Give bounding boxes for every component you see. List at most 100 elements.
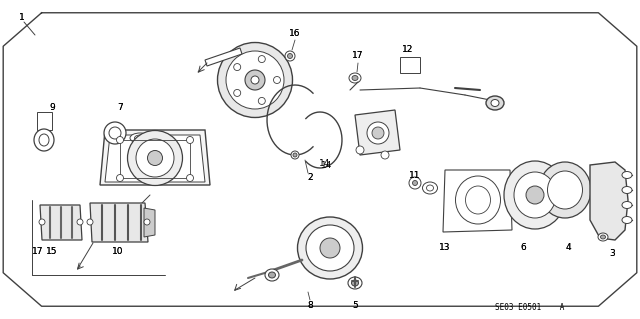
Ellipse shape: [147, 151, 163, 166]
Ellipse shape: [598, 233, 608, 241]
Text: 16: 16: [289, 28, 301, 38]
Ellipse shape: [186, 137, 193, 144]
Text: 7: 7: [117, 103, 123, 113]
Ellipse shape: [285, 51, 295, 61]
Ellipse shape: [234, 89, 241, 96]
Ellipse shape: [116, 137, 124, 144]
Ellipse shape: [39, 219, 45, 225]
Text: 15: 15: [46, 248, 58, 256]
Ellipse shape: [186, 174, 193, 182]
Text: 12: 12: [403, 46, 413, 55]
Text: 3: 3: [609, 249, 615, 257]
Polygon shape: [90, 203, 148, 242]
Ellipse shape: [352, 76, 358, 80]
Ellipse shape: [306, 225, 354, 271]
Ellipse shape: [622, 202, 632, 209]
Polygon shape: [443, 170, 512, 232]
Ellipse shape: [504, 161, 566, 229]
Text: 2: 2: [307, 174, 313, 182]
Ellipse shape: [486, 96, 504, 110]
Ellipse shape: [130, 133, 150, 143]
Text: 3: 3: [609, 249, 615, 257]
Ellipse shape: [298, 217, 362, 279]
Ellipse shape: [622, 172, 632, 179]
Polygon shape: [590, 162, 628, 240]
Text: 4: 4: [565, 243, 571, 253]
Text: 14: 14: [319, 159, 331, 167]
Ellipse shape: [600, 235, 605, 239]
Ellipse shape: [265, 269, 279, 281]
Polygon shape: [40, 205, 82, 240]
Text: 15: 15: [46, 248, 58, 256]
Text: 10: 10: [112, 248, 124, 256]
Text: 14: 14: [321, 160, 333, 169]
Ellipse shape: [514, 172, 556, 218]
Ellipse shape: [293, 153, 297, 157]
Text: 17: 17: [32, 248, 44, 256]
Text: 12: 12: [403, 46, 413, 55]
Ellipse shape: [104, 122, 126, 144]
Ellipse shape: [234, 63, 241, 70]
Ellipse shape: [259, 56, 266, 63]
Text: 5: 5: [352, 300, 358, 309]
Text: SE03 E0501    A: SE03 E0501 A: [495, 303, 564, 313]
Ellipse shape: [539, 162, 591, 218]
Text: 17: 17: [352, 50, 364, 60]
Ellipse shape: [116, 174, 124, 182]
Ellipse shape: [622, 187, 632, 194]
Text: 9: 9: [49, 103, 55, 113]
Text: 1: 1: [19, 13, 25, 23]
Text: 8: 8: [307, 300, 313, 309]
Text: 1: 1: [19, 13, 25, 23]
Ellipse shape: [367, 122, 389, 144]
Ellipse shape: [372, 127, 384, 139]
Ellipse shape: [251, 76, 259, 84]
Ellipse shape: [134, 135, 145, 141]
Ellipse shape: [349, 73, 361, 83]
Polygon shape: [105, 135, 205, 182]
Ellipse shape: [259, 97, 266, 104]
Ellipse shape: [273, 77, 280, 84]
Ellipse shape: [426, 185, 433, 191]
Text: 17: 17: [352, 50, 364, 60]
Text: 11: 11: [409, 170, 420, 180]
Ellipse shape: [526, 186, 544, 204]
Polygon shape: [205, 48, 242, 66]
Polygon shape: [100, 130, 210, 185]
Ellipse shape: [456, 176, 500, 224]
Ellipse shape: [269, 272, 275, 278]
Ellipse shape: [136, 139, 174, 177]
Text: 4: 4: [565, 243, 571, 253]
Text: 2: 2: [307, 174, 313, 182]
Ellipse shape: [409, 177, 421, 189]
Ellipse shape: [413, 181, 417, 186]
Ellipse shape: [226, 51, 284, 109]
Ellipse shape: [39, 134, 49, 146]
Ellipse shape: [291, 151, 299, 159]
Ellipse shape: [77, 219, 83, 225]
Ellipse shape: [547, 171, 582, 209]
Text: 6: 6: [520, 243, 526, 253]
Polygon shape: [37, 112, 52, 130]
Ellipse shape: [144, 219, 150, 225]
Text: 8: 8: [307, 300, 313, 309]
Ellipse shape: [356, 146, 364, 154]
Text: 11: 11: [409, 170, 420, 180]
Text: 9: 9: [49, 103, 55, 113]
Text: 16: 16: [289, 28, 301, 38]
Ellipse shape: [320, 238, 340, 258]
Ellipse shape: [127, 130, 182, 186]
Ellipse shape: [622, 217, 632, 224]
Ellipse shape: [351, 280, 358, 286]
Ellipse shape: [491, 100, 499, 107]
Ellipse shape: [465, 186, 490, 214]
Text: 10: 10: [112, 248, 124, 256]
Ellipse shape: [287, 54, 292, 58]
Text: 5: 5: [352, 300, 358, 309]
Ellipse shape: [348, 277, 362, 289]
Polygon shape: [355, 110, 400, 155]
Text: 13: 13: [439, 243, 451, 253]
Ellipse shape: [34, 129, 54, 151]
Ellipse shape: [245, 70, 265, 90]
Ellipse shape: [422, 182, 438, 194]
